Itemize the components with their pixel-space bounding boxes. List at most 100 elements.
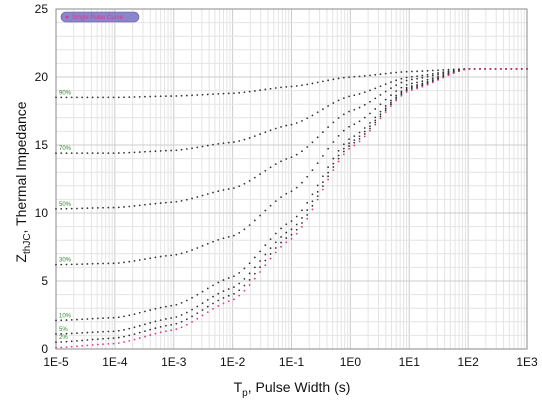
data-point [384,90,387,93]
data-point [337,77,340,80]
data-point [70,263,73,266]
data-point [149,321,152,324]
data-point [55,263,57,266]
data-point [337,149,340,152]
data-point [107,206,110,209]
data-point [285,241,288,244]
data-point [322,188,324,191]
data-point [233,298,235,301]
data-point [55,341,57,344]
data-point [301,209,303,212]
data-point [259,89,261,92]
data-point [431,77,434,80]
data-point [65,152,68,155]
data-point [348,145,350,147]
y-tick-label: 15 [35,138,49,152]
data-point [479,67,481,70]
data-point [253,277,256,280]
data-point [102,262,104,265]
data-point [390,94,392,97]
data-point [154,202,157,205]
data-point [337,99,340,102]
data-point [374,119,377,122]
data-point [86,331,89,334]
data-point [248,224,251,227]
data-point [410,86,413,89]
data-point [107,337,110,340]
data-point [410,89,413,91]
data-point [327,171,330,174]
data-point [227,300,230,303]
data-point [311,141,314,144]
data-point [363,135,366,138]
data-point [185,250,188,253]
x-axis-title: Tp, Pulse Width (s) [234,379,351,399]
data-point [217,299,220,302]
data-point [165,255,167,257]
data-point [128,314,131,317]
series-duty-4 [55,67,528,322]
data-point [65,319,68,321]
data-point [138,311,141,314]
data-point [426,78,429,81]
data-point [144,150,146,153]
data-point [60,341,63,343]
data-point [426,83,429,86]
data-point [337,157,340,160]
data-point [128,327,131,330]
data-point [248,137,251,139]
data-point [342,147,345,150]
data-point [337,154,340,157]
data-point [102,206,104,209]
data-point [342,150,345,153]
x-tick-label: 1E0 [340,355,362,369]
data-point [269,247,272,250]
data-point [311,193,314,196]
data-point [81,152,84,155]
x-axis-title-main: T [234,379,243,395]
data-point [170,201,173,204]
data-point [149,309,152,311]
data-point [165,318,167,320]
legend: Single Pulse Curve [60,11,140,23]
data-point [133,313,136,315]
data-point [60,319,63,322]
data-point [264,88,267,91]
data-point [416,81,418,84]
data-point [431,73,434,75]
data-point [238,271,241,274]
data-point [175,316,178,318]
data-point [264,131,267,134]
data-point [379,113,382,116]
data-point [290,85,293,88]
y-axis-title: ZthJC, Thermal Impedance [13,101,33,262]
data-point [96,152,99,155]
data-point [191,94,193,97]
data-point [426,75,429,78]
data-point [206,242,209,245]
data-point [295,215,298,218]
data-point [175,95,178,97]
data-point [316,162,319,165]
data-point [416,85,418,88]
series-layer [55,67,528,349]
data-point [421,85,424,88]
data-point [437,79,439,81]
data-point [138,331,141,334]
data-point [311,82,314,85]
data-point [316,198,319,201]
data-point [91,152,94,155]
data-point [384,98,387,101]
data-point [206,298,209,301]
data-point [332,78,335,81]
data-point [227,288,230,290]
data-point [201,302,204,305]
data-point [238,294,241,297]
grid-lines [55,8,528,350]
data-point [123,328,125,331]
data-point [484,67,487,70]
data-point [405,76,408,79]
data-point [306,146,309,148]
data-point [170,329,173,332]
